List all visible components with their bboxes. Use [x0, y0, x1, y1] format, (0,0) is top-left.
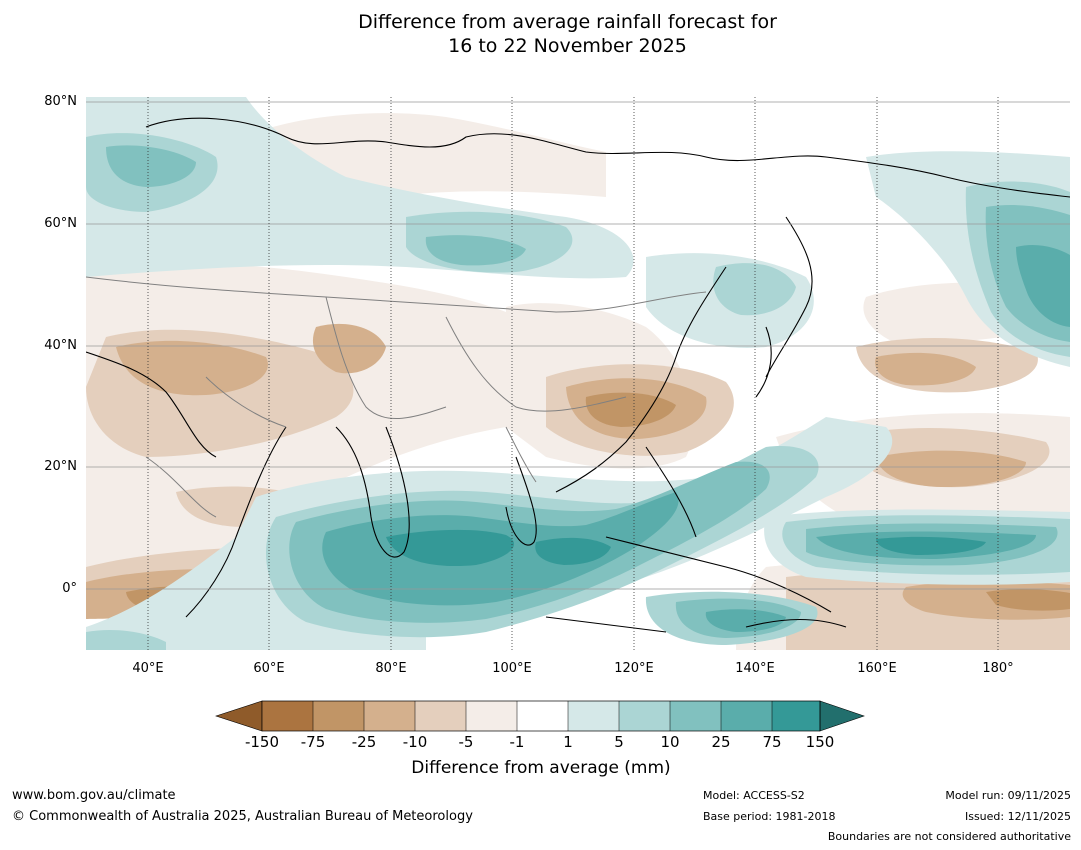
- lon-label-120e: 120°E: [614, 661, 654, 676]
- colorbar-tick: 150: [805, 733, 835, 751]
- colorbar-tick: -1: [509, 733, 525, 751]
- lat-label-40n: 40°N: [44, 338, 77, 353]
- lat-label-60n: 60°N: [44, 216, 77, 231]
- colorbar: [215, 700, 865, 732]
- colorbar-swatch-7: [568, 701, 619, 731]
- colorbar-swatch-9: [670, 701, 721, 731]
- lon-label-100e: 100°E: [492, 661, 532, 676]
- colorbar-tick: 1: [563, 733, 573, 751]
- issued-date: Issued: 12/11/2025: [964, 810, 1071, 823]
- lat-label-80n: 80°N: [44, 94, 77, 109]
- lon-label-40e: 40°E: [132, 661, 164, 676]
- colorbar-under-arrow: [215, 700, 263, 732]
- colorbar-swatch-2: [313, 701, 364, 731]
- colorbar-swatch-8: [619, 701, 670, 731]
- colorbar-swatch-10: [721, 701, 772, 731]
- colorbar-tick: 25: [711, 733, 731, 751]
- country-borders: [86, 276, 707, 518]
- lon-label-60e: 60°E: [253, 661, 285, 676]
- colorbar-over-arrow: [819, 700, 865, 732]
- title-line-2: 16 to 22 November 2025: [448, 35, 687, 57]
- colorbar-swatch-11: [772, 701, 820, 731]
- colorbar-swatch-6: [517, 701, 568, 731]
- lon-label-160e: 160°E: [857, 661, 897, 676]
- colorbar-tick: 75: [762, 733, 782, 751]
- lon-label-180: 180°: [982, 661, 1014, 676]
- colorbar-swatch-5: [466, 701, 517, 731]
- colorbar-swatch-3: [364, 701, 415, 731]
- boundary-disclaimer: Boundaries are not considered authoritat…: [827, 830, 1071, 843]
- colorbar-label: Difference from average (mm): [411, 758, 671, 778]
- colorbar-tick: -150: [244, 733, 280, 751]
- colorbar-tick: 5: [614, 733, 624, 751]
- anomaly-wet-extreme: [386, 529, 986, 567]
- model-run-date: Model run: 09/11/2025: [945, 789, 1071, 802]
- colorbar-tick: -5: [458, 733, 474, 751]
- title-line-1: Difference from average rainfall forecas…: [358, 11, 777, 33]
- lat-label-20n: 20°N: [44, 459, 77, 474]
- lat-label-equator: 0°: [62, 581, 77, 596]
- colorbar-swatch-1: [262, 701, 313, 731]
- colorbar-tick: -25: [351, 733, 377, 751]
- colorbar-tick: -10: [402, 733, 428, 751]
- base-period: Base period: 1981-2018: [703, 810, 836, 823]
- model-name: Model: ACCESS-S2: [703, 789, 805, 802]
- lon-label-80e: 80°E: [375, 661, 407, 676]
- coastlines: [86, 117, 1070, 633]
- colorbar-tick: -75: [300, 733, 326, 751]
- website-link[interactable]: www.bom.gov.au/climate: [12, 788, 176, 803]
- copyright-notice: © Commonwealth of Australia 2025, Austra…: [12, 809, 473, 824]
- latitude-gridlines: [86, 101, 1070, 590]
- colorbar-tick: 10: [660, 733, 680, 751]
- colorbar-outline: [261, 700, 821, 732]
- rainfall-anomaly-map: [86, 97, 1070, 650]
- longitude-gridlines: [147, 97, 999, 650]
- map-title: Difference from average rainfall forecas…: [0, 10, 1081, 58]
- colorbar-dividers: [312, 701, 773, 731]
- colorbar-swatch-4: [415, 701, 466, 731]
- lon-label-140e: 140°E: [735, 661, 775, 676]
